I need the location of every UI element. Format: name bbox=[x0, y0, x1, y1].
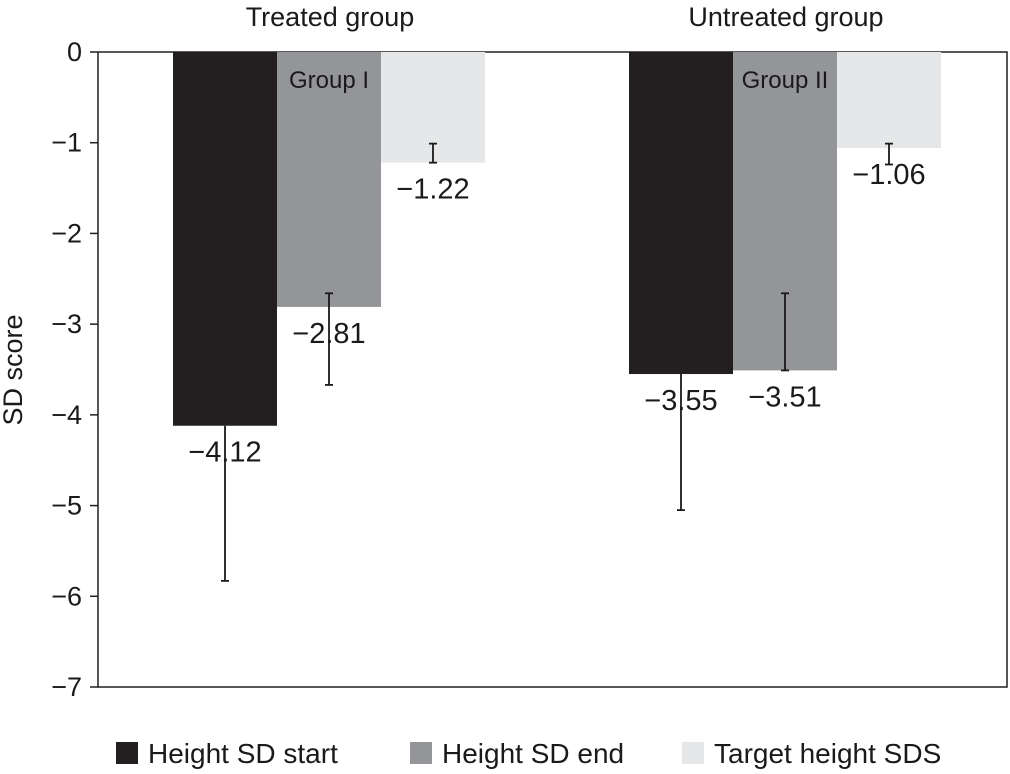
y-tick-label: 0 bbox=[67, 37, 82, 67]
data-label: −2.81 bbox=[292, 318, 365, 350]
y-axis: 0 −1 −2 −3 −4 −5 −6 −7 bbox=[51, 37, 98, 702]
bar-height-sd-start bbox=[173, 52, 277, 426]
y-tick-label: −2 bbox=[51, 218, 82, 248]
data-label: −1.22 bbox=[396, 174, 469, 206]
y-tick-label: −6 bbox=[51, 581, 82, 611]
bars-layer bbox=[173, 52, 941, 426]
legend-label: Target height SDS bbox=[714, 738, 941, 769]
error-bars-layer bbox=[221, 142, 893, 582]
plot-frame bbox=[97, 51, 1008, 688]
y-tick-label: −4 bbox=[51, 400, 82, 430]
y-tick-label: −5 bbox=[51, 491, 82, 521]
plot-area bbox=[97, 51, 1008, 688]
bar-height-sd-end bbox=[277, 52, 381, 307]
legend-label: Height SD start bbox=[148, 738, 338, 769]
legend-label: Height SD end bbox=[442, 738, 624, 769]
bar-target-height-sds bbox=[837, 52, 941, 149]
legend-swatch bbox=[410, 742, 432, 764]
legend-swatch bbox=[116, 742, 138, 764]
legend-item: Height SD end bbox=[410, 738, 624, 769]
y-tick-label: −1 bbox=[51, 128, 82, 158]
group-label: Group II bbox=[742, 67, 829, 94]
legend-swatch bbox=[682, 742, 704, 764]
legend: Height SD start Height SD end Target heigh… bbox=[116, 738, 941, 769]
legend-item: Target height SDS bbox=[682, 738, 941, 769]
y-axis-title: SD score bbox=[0, 314, 28, 425]
data-label: −1.06 bbox=[852, 159, 925, 191]
labels-layer: Treated group −4.12 −2.81 −1.22 Group I Untre… bbox=[188, 2, 925, 469]
group-header: Untreated group bbox=[688, 2, 883, 32]
group-header: Treated group bbox=[246, 2, 415, 32]
group-label: Group I bbox=[289, 67, 369, 94]
data-label: −4.12 bbox=[188, 437, 261, 469]
data-label: −3.51 bbox=[748, 381, 821, 413]
bar-height-sd-start bbox=[629, 52, 733, 375]
data-label: −3.55 bbox=[644, 385, 717, 417]
legend-item: Height SD start bbox=[116, 738, 338, 769]
y-tick-label: −3 bbox=[51, 309, 82, 339]
y-tick-label: −7 bbox=[51, 672, 82, 702]
